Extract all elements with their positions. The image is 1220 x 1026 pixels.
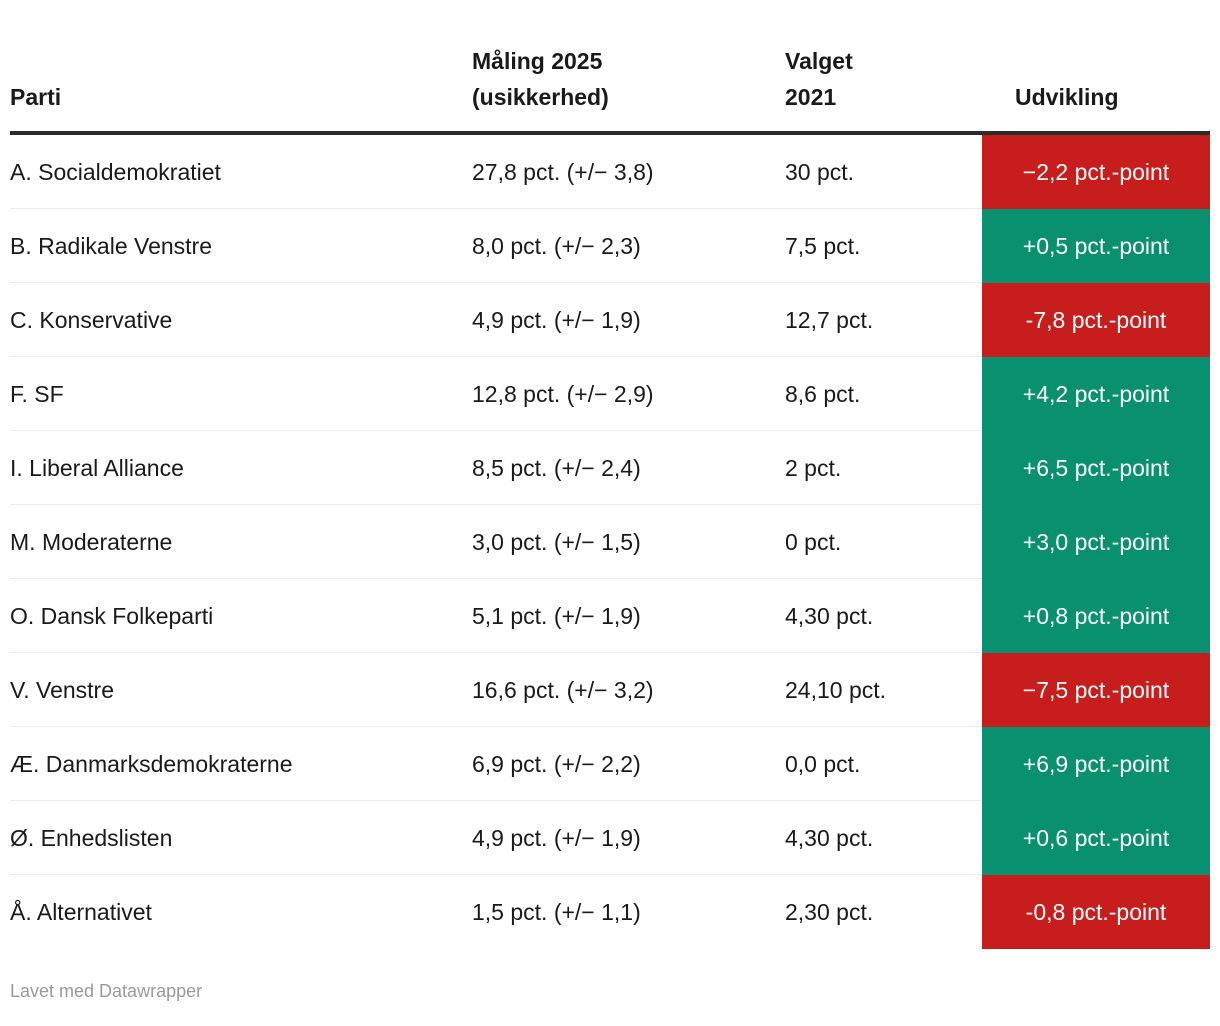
table-row: A. Socialdemokratiet 27,8 pct. (+/− 3,8)… (10, 135, 1210, 209)
change-cell: +4,2 pct.-point (982, 357, 1210, 431)
polling-cell: 1,5 pct. (+/− 1,1) (472, 899, 641, 925)
party-cell: Æ. Danmarksdemokraterne (10, 727, 472, 801)
table-row: M. Moderaterne 3,0 pct. (+/− 1,5) 0 pct.… (10, 505, 1210, 579)
party-cell: O. Dansk Folkeparti (10, 579, 472, 653)
change-cell: +6,9 pct.-point (982, 727, 1210, 801)
party-cell: F. SF (10, 357, 472, 431)
election-cell: 0,0 pct. (785, 727, 982, 801)
party-cell: Ø. Enhedslisten (10, 801, 472, 875)
election-cell: 24,10 pct. (785, 653, 982, 727)
column-header-maaling-line2: (usikkerhed) (472, 84, 609, 110)
party-cell: B. Radikale Venstre (10, 209, 472, 283)
election-cell: 8,6 pct. (785, 357, 982, 431)
table-row: F. SF 12,8 pct. (+/− 2,9) 8,6 pct. +4,2 … (10, 357, 1210, 431)
table-row: Ø. Enhedslisten 4,9 pct. (+/− 1,9) 4,30 … (10, 801, 1210, 875)
party-cell: A. Socialdemokratiet (10, 135, 472, 209)
election-cell: 0 pct. (785, 505, 982, 579)
polling-cell: 4,9 pct. (+/− 1,9) (472, 801, 785, 875)
polling-cell: 4,9 pct. (+/− 1,9) (472, 283, 785, 357)
column-header-valget-line1: Valget (785, 48, 853, 74)
change-cell: +0,6 pct.-point (982, 801, 1210, 875)
polling-table: Parti Måling 2025 (usikkerhed) Valget 20… (10, 0, 1210, 949)
election-cell: 7,5 pct. (785, 209, 982, 283)
party-cell: Å. Alternativet (10, 899, 152, 925)
party-cell: C. Konservative (10, 283, 472, 357)
change-cell: +3,0 pct.-point (982, 505, 1210, 579)
change-cell: -7,8 pct.-point (982, 283, 1210, 357)
table-row: Æ. Danmarksdemokraterne 6,9 pct. (+/− 2,… (10, 727, 1210, 801)
polling-cell: 8,0 pct. (+/− 2,3) (472, 209, 785, 283)
change-cell: +6,5 pct.-point (982, 431, 1210, 505)
polling-cell: 3,0 pct. (+/− 1,5) (472, 505, 785, 579)
election-cell: 4,30 pct. (785, 579, 982, 653)
column-header-parti: Parti (10, 79, 472, 131)
table-header: Parti Måling 2025 (usikkerhed) Valget 20… (10, 0, 1210, 135)
polling-cell: 16,6 pct. (+/− 3,2) (472, 653, 785, 727)
change-cell: +0,8 pct.-point (982, 579, 1210, 653)
table-body: A. Socialdemokratiet 27,8 pct. (+/− 3,8)… (10, 135, 1210, 949)
change-cell: −7,5 pct.-point (982, 653, 1210, 727)
column-header-maaling-line1: Måling 2025 (472, 48, 603, 74)
table-row: B. Radikale Venstre 8,0 pct. (+/− 2,3) 7… (10, 209, 1210, 283)
column-header-valget: Valget 2021 (785, 43, 982, 131)
polling-cell: 6,9 pct. (+/− 2,2) (472, 727, 785, 801)
change-cell: −2,2 pct.-point (982, 135, 1210, 209)
election-cell: 4,30 pct. (785, 801, 982, 875)
table-row: I. Liberal Alliance 8,5 pct. (+/− 2,4) 2… (10, 431, 1210, 505)
election-cell: 30 pct. (785, 135, 982, 209)
election-cell: 12,7 pct. (785, 283, 982, 357)
table-row: O. Dansk Folkeparti 5,1 pct. (+/− 1,9) 4… (10, 579, 1210, 653)
polling-cell: 27,8 pct. (+/− 3,8) (472, 135, 785, 209)
column-header-maaling: Måling 2025 (usikkerhed) (472, 43, 785, 131)
column-header-udvikling-label: Udvikling (1015, 84, 1119, 110)
polling-cell: 8,5 pct. (+/− 2,4) (472, 431, 785, 505)
polling-cell: 12,8 pct. (+/− 2,9) (472, 357, 785, 431)
election-cell: 2,30 pct. (785, 899, 874, 925)
table-row: C. Konservative 4,9 pct. (+/− 1,9) 12,7 … (10, 283, 1210, 357)
polling-cell: 5,1 pct. (+/− 1,9) (472, 579, 785, 653)
change-cell: -0,8 pct.-point (982, 875, 1210, 949)
party-cell: I. Liberal Alliance (10, 431, 472, 505)
column-header-parti-label: Parti (10, 84, 62, 110)
change-cell: +0,5 pct.-point (982, 209, 1210, 283)
column-header-udvikling: Udvikling (982, 79, 1210, 131)
column-header-valget-line2: 2021 (785, 84, 837, 110)
election-cell: 2 pct. (785, 431, 982, 505)
attribution-footer: Lavet med Datawrapper (10, 979, 1220, 1003)
party-cell: V. Venstre (10, 653, 472, 727)
table-row: Å. Alternativet 1,5 pct. (+/− 1,1) 2,30 … (10, 875, 1210, 949)
table-row: V. Venstre 16,6 pct. (+/− 3,2) 24,10 pct… (10, 653, 1210, 727)
datawrapper-credit-link[interactable]: Lavet med Datawrapper (10, 981, 203, 1001)
party-cell: M. Moderaterne (10, 505, 472, 579)
